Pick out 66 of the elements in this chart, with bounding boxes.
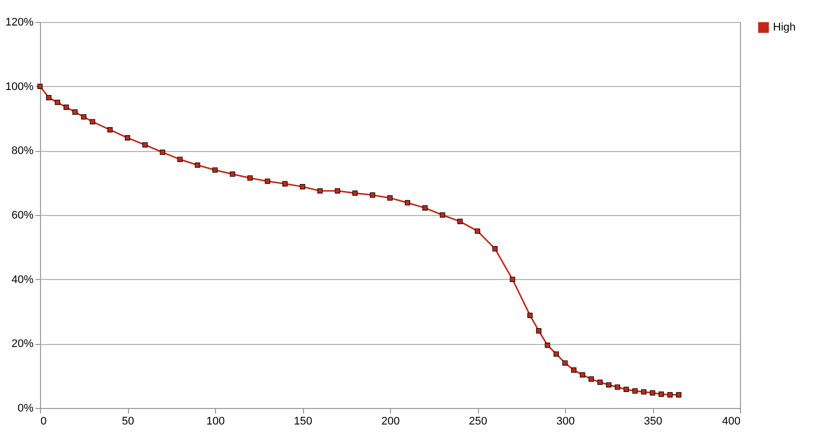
point [54, 100, 60, 106]
point [588, 376, 594, 382]
legend-label: High [773, 22, 796, 34]
x-tick-label: 200 [381, 416, 400, 428]
point [474, 228, 480, 234]
x-tick-label: 300 [556, 416, 575, 428]
point [46, 94, 52, 100]
point [177, 156, 183, 162]
point [658, 392, 664, 397]
point [90, 119, 96, 124]
point [571, 367, 576, 373]
point [510, 276, 516, 282]
y-tick-label: 20% [11, 338, 34, 350]
point [562, 360, 568, 366]
y-tick-label: 120% [5, 16, 34, 28]
point [404, 200, 410, 206]
point [317, 188, 323, 194]
point [264, 178, 270, 184]
point [230, 172, 236, 177]
point [544, 342, 550, 348]
point [81, 114, 86, 120]
x-tick-label: 400 [722, 416, 740, 428]
y-tick-label: 40% [11, 274, 34, 286]
point [160, 150, 166, 155]
point [492, 246, 498, 252]
point [536, 328, 542, 334]
point [440, 212, 446, 218]
point [72, 109, 78, 115]
point [334, 188, 340, 194]
point [142, 142, 148, 148]
point [300, 184, 306, 190]
point [422, 205, 428, 211]
x-tick-label: 150 [294, 416, 312, 428]
point [676, 392, 682, 398]
point [370, 192, 376, 198]
point [194, 162, 200, 168]
point [37, 84, 43, 89]
point [554, 351, 559, 357]
point [282, 181, 288, 186]
x-tick-label: 350 [644, 416, 662, 428]
point [632, 388, 638, 394]
point [624, 386, 629, 392]
point [527, 312, 533, 318]
point [614, 384, 620, 390]
point [247, 175, 253, 181]
point [641, 389, 646, 395]
point [580, 372, 586, 378]
x-tick-label: 50 [122, 416, 134, 428]
y-tick-label: 80% [11, 145, 34, 158]
point [64, 104, 69, 110]
x-tick-label: 250 [468, 416, 488, 428]
x-tick-label: 0 [40, 416, 47, 428]
y-tick-label: 0% [18, 402, 34, 414]
point [107, 127, 113, 132]
y-tick-label: 100% [5, 80, 34, 93]
x-tick-label: 100 [206, 416, 225, 428]
point [597, 380, 603, 385]
point [387, 195, 393, 201]
y-tick-label: 60% [11, 210, 34, 222]
point [606, 382, 612, 388]
point [667, 392, 673, 398]
point [352, 190, 358, 196]
point [212, 167, 218, 173]
point [124, 135, 130, 140]
point [650, 390, 656, 396]
point [457, 218, 463, 224]
